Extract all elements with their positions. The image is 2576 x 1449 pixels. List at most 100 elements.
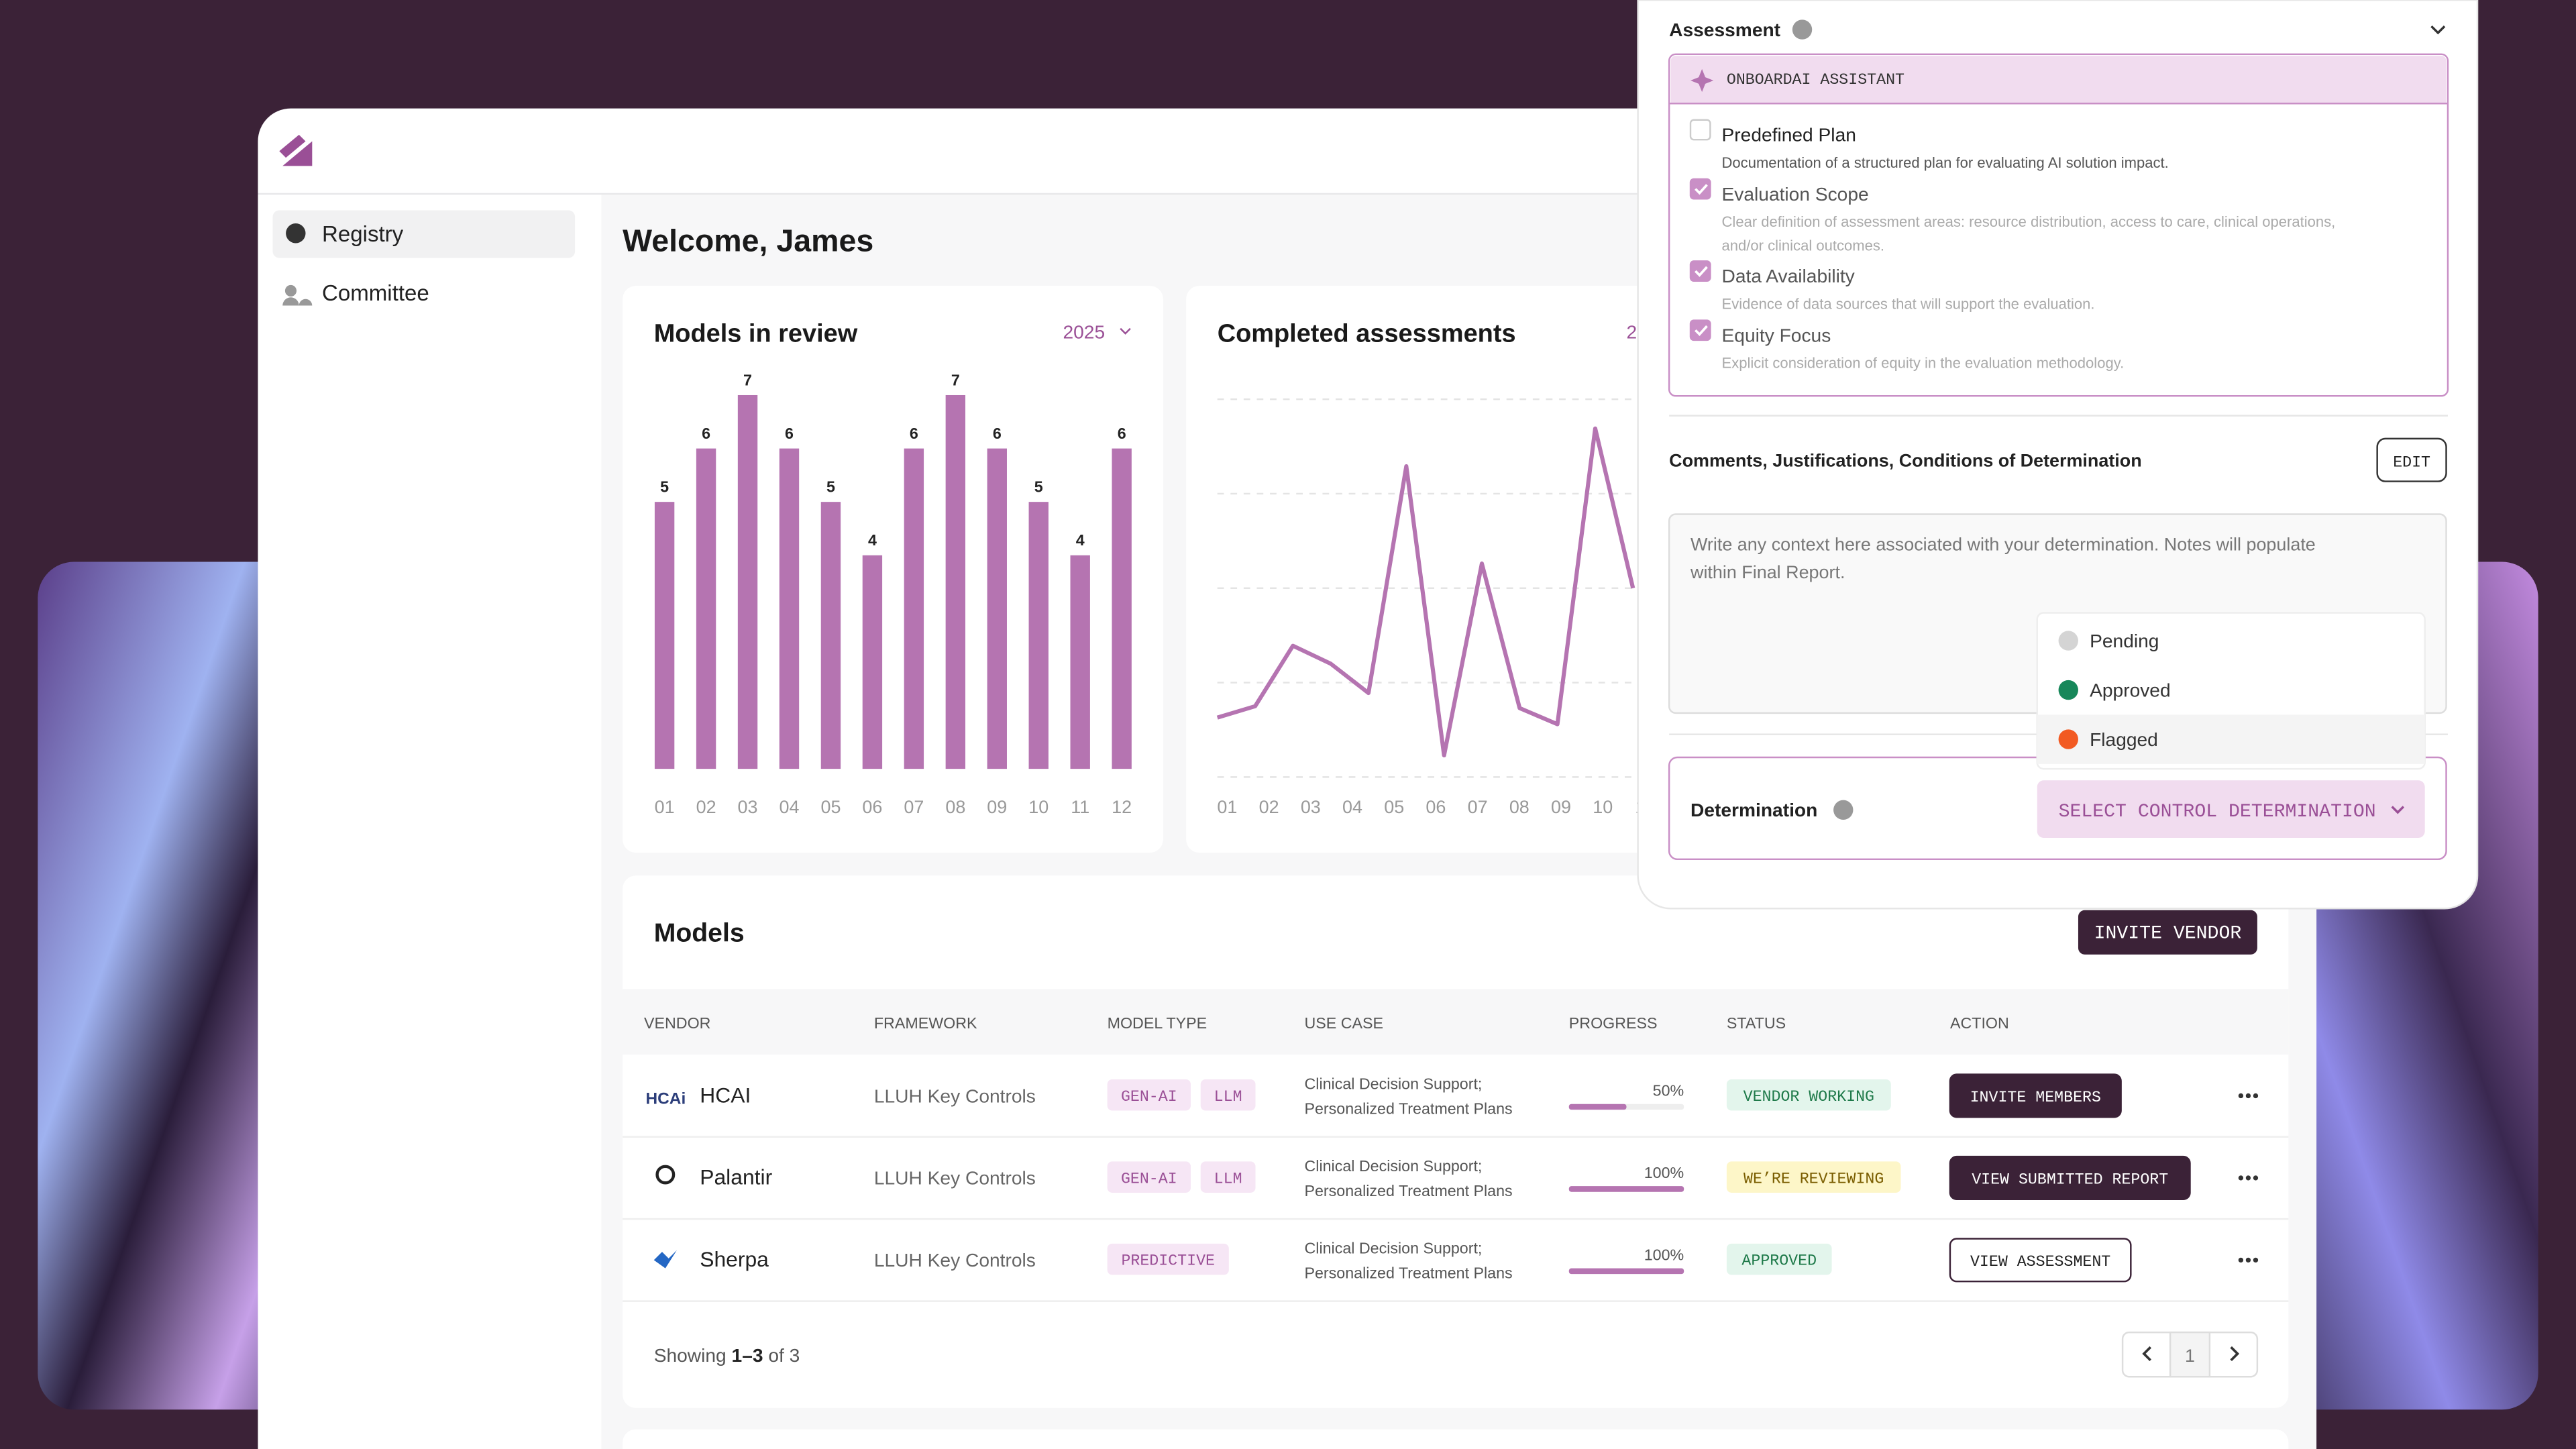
checkbox[interactable] xyxy=(1689,178,1711,200)
bar xyxy=(1112,448,1132,769)
bar xyxy=(904,448,924,769)
more-dot[interactable] xyxy=(2245,1175,2251,1181)
edit-label[interactable]: EDIT xyxy=(2393,454,2430,472)
x-tick-label: 11 xyxy=(1071,797,1089,817)
bar xyxy=(654,502,675,769)
info-icon xyxy=(1833,800,1854,820)
use-case: Clinical Decision Support; xyxy=(1304,1240,1482,1257)
tag xyxy=(1107,1243,1229,1275)
status-dot xyxy=(2058,680,2078,700)
column-header: USE CASE xyxy=(1304,1014,1383,1032)
invite-button[interactable] xyxy=(2078,910,2257,955)
status-label: VENDOR WORKING xyxy=(1743,1088,1874,1106)
pager-arrows[interactable] xyxy=(2142,1346,2240,1362)
x-tick-label: 09 xyxy=(987,797,1007,817)
registry-icon xyxy=(286,223,306,244)
status-label: APPROVED xyxy=(1741,1252,1817,1270)
x-tick-label: 01 xyxy=(655,797,675,817)
vendor-logo: HCAi xyxy=(645,1090,686,1108)
select-label[interactable]: SELECT CONTROL DETERMINATION xyxy=(2059,802,2376,822)
status-tag xyxy=(1726,1243,1832,1275)
use-case: Personalized Treatment Plans xyxy=(1304,1182,1512,1199)
more-dot[interactable] xyxy=(2238,1175,2244,1181)
vendor-name: HCAI xyxy=(700,1083,751,1107)
more-dot[interactable] xyxy=(2238,1093,2244,1099)
checkmark xyxy=(1695,325,1708,337)
card xyxy=(1186,286,1679,853)
more-dot[interactable] xyxy=(2245,1093,2251,1099)
info-icon xyxy=(1792,19,1813,40)
action-button[interactable] xyxy=(1949,1238,2132,1283)
bar-label: 4 xyxy=(868,531,877,549)
checkbox[interactable] xyxy=(1689,260,1711,282)
action-label[interactable]: INVITE MEMBERS xyxy=(1970,1089,2101,1106)
bar-label: 7 xyxy=(743,371,752,388)
x-tick-label: 08 xyxy=(1509,797,1529,817)
bar-label: 6 xyxy=(1118,425,1126,442)
x-tick-label: 10 xyxy=(1028,797,1049,817)
comments-title: Comments, Justifications, Conditions of … xyxy=(1669,451,2142,471)
more-dot[interactable] xyxy=(2245,1257,2251,1263)
nav-item[interactable]: Committee xyxy=(322,281,429,306)
assistant-box xyxy=(1668,53,2449,397)
bar xyxy=(1028,502,1049,769)
bar-label: 6 xyxy=(702,425,710,442)
status-option[interactable]: Pending xyxy=(2090,631,2159,651)
checkmark xyxy=(1695,266,1708,277)
tag-label: GEN-AI xyxy=(1121,1088,1177,1106)
checkbox[interactable] xyxy=(1689,119,1711,141)
status-option[interactable]: Approved xyxy=(2090,680,2171,700)
tag xyxy=(1200,1079,1256,1111)
progress-bar xyxy=(1568,1104,1627,1110)
nav-active[interactable] xyxy=(272,210,576,258)
collapse[interactable] xyxy=(2430,25,2446,35)
pagination-info: Showing 1–3 of 3 xyxy=(654,1345,800,1366)
more-dot[interactable] xyxy=(2253,1257,2259,1263)
action-button[interactable] xyxy=(1949,1073,2122,1118)
more-dot[interactable] xyxy=(2253,1175,2259,1181)
table-card xyxy=(623,875,2289,1408)
use-case: Personalized Treatment Plans xyxy=(1304,1264,1512,1281)
bar-label: 6 xyxy=(910,425,918,442)
page-number[interactable]: 1 xyxy=(2185,1346,2195,1366)
determination-label: Determination xyxy=(1690,800,1817,820)
bar xyxy=(696,448,716,769)
logo xyxy=(279,134,313,166)
progress-bar xyxy=(1568,1268,1684,1275)
table-header xyxy=(623,989,2289,1055)
action-label[interactable]: VIEW SUBMITTED REPORT xyxy=(1972,1171,2168,1188)
x-tick-label: 08 xyxy=(945,797,965,817)
column-header: STATUS xyxy=(1727,1014,1786,1032)
x-tick-label: 05 xyxy=(820,797,841,817)
use-case: Clinical Decision Support; xyxy=(1304,1157,1482,1175)
x-tick-label: 04 xyxy=(780,797,800,817)
progress-label: 50% xyxy=(1653,1081,1684,1099)
assistant-label: ONBOARDAI ASSISTANT xyxy=(1727,71,1904,89)
x-tick-label: 06 xyxy=(862,797,882,817)
criterion-desc: Evidence of data sources that will suppo… xyxy=(1722,295,2095,312)
edit-button[interactable] xyxy=(2376,437,2447,482)
more-dot[interactable] xyxy=(2238,1257,2244,1263)
status-dot xyxy=(2058,631,2078,651)
x-tick-label: 02 xyxy=(1259,797,1279,817)
bar xyxy=(862,555,883,769)
select[interactable] xyxy=(2037,780,2425,838)
chevron xyxy=(2391,806,2405,814)
nav-item[interactable]: Registry xyxy=(322,222,404,247)
year-select[interactable]: 2025 xyxy=(1063,321,1105,342)
invite-button-label[interactable]: INVITE VENDOR xyxy=(2094,923,2242,944)
action-button[interactable] xyxy=(1949,1155,2191,1200)
framework: LLUH Key Controls xyxy=(874,1250,1036,1271)
page-current[interactable] xyxy=(2169,1331,2211,1378)
bar-label: 5 xyxy=(660,478,669,495)
checkbox[interactable] xyxy=(1689,319,1711,341)
status-option[interactable]: Flagged xyxy=(2090,729,2158,750)
more-dot[interactable] xyxy=(2253,1093,2259,1099)
action-label[interactable]: VIEW ASSESSMENT xyxy=(1970,1253,2110,1271)
bar xyxy=(820,502,841,769)
vendor-logo xyxy=(655,1165,676,1185)
x-tick-label: 12 xyxy=(1112,797,1132,817)
card-title: Completed assessments xyxy=(1218,319,1516,347)
x-tick-label: 03 xyxy=(738,797,758,817)
